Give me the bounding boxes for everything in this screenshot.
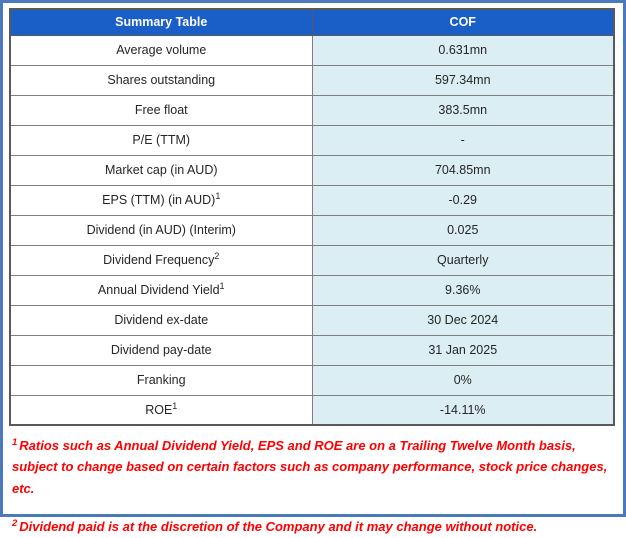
table-row: EPS (TTM) (in AUD)1 -0.29 bbox=[9, 184, 615, 216]
header-ticker: COF bbox=[311, 8, 615, 36]
metric-label: Free float bbox=[9, 94, 313, 126]
footnote-ref: 1 bbox=[219, 280, 225, 291]
footnote-text: 2 Dividend paid is at the discretion of t… bbox=[12, 517, 538, 535]
summary-table: Summary Table COF Average volume 0.631mn S… bbox=[9, 8, 615, 426]
metric-label: Average volume bbox=[9, 34, 313, 66]
metric-label: Annual Dividend Yield1 bbox=[9, 274, 313, 306]
table-row: Shares outstanding 597.34mn bbox=[9, 64, 615, 96]
metric-value: 0.025 bbox=[311, 214, 615, 246]
footnote-text: 1 Ratios such as Annual Dividend Yield, E… bbox=[12, 436, 608, 496]
table-row: ROE1 -14.11% bbox=[9, 394, 615, 426]
table-row: P/E (TTM) - bbox=[9, 124, 615, 156]
metric-label: ROE1 bbox=[9, 394, 313, 426]
footnote-ref: 2 bbox=[214, 250, 220, 261]
metric-label: EPS (TTM) (in AUD)1 bbox=[9, 184, 313, 216]
table-row: Franking 0% bbox=[9, 364, 615, 396]
table-row: Dividend pay-date 31 Jan 2025 bbox=[9, 334, 615, 366]
metric-value: 31 Jan 2025 bbox=[311, 334, 615, 366]
metric-label: Franking bbox=[9, 364, 313, 396]
metric-label: Dividend Frequency2 bbox=[9, 244, 313, 276]
footnotes: 1 Ratios such as Annual Dividend Yield, E… bbox=[9, 435, 617, 538]
metric-value: -0.29 bbox=[311, 184, 615, 216]
metric-value: 9.36% bbox=[311, 274, 615, 306]
metric-label: Shares outstanding bbox=[9, 64, 313, 96]
metric-value: 704.85mn bbox=[311, 154, 615, 186]
table-row: Dividend ex-date 30 Dec 2024 bbox=[9, 304, 615, 336]
metric-value: 0.631mn bbox=[311, 34, 615, 66]
metric-label: Market cap (in AUD) bbox=[9, 154, 313, 186]
metric-label: P/E (TTM) bbox=[9, 124, 313, 156]
footnote-marker: 2 bbox=[12, 517, 18, 529]
footnote-ref: 1 bbox=[215, 190, 221, 201]
table-row: Dividend Frequency2 Quarterly bbox=[9, 244, 615, 276]
header-summary-table: Summary Table bbox=[9, 8, 313, 36]
footnote-ref: 1 bbox=[172, 400, 178, 411]
summary-table-body: Average volume 0.631mn Shares outstanding 5… bbox=[9, 34, 615, 426]
metric-label: Dividend pay-date bbox=[9, 334, 313, 366]
table-row: Free float 383.5mn bbox=[9, 94, 615, 126]
metric-value: -14.11% bbox=[311, 394, 615, 426]
table-row: Dividend (in AUD) (Interim) 0.025 bbox=[9, 214, 615, 246]
metric-value: 597.34mn bbox=[311, 64, 615, 96]
metric-value: Quarterly bbox=[311, 244, 615, 276]
table-header-row: Summary Table COF bbox=[9, 8, 615, 36]
metric-value: - bbox=[311, 124, 615, 156]
metric-value: 0% bbox=[311, 364, 615, 396]
table-row: Annual Dividend Yield1 9.36% bbox=[9, 274, 615, 306]
table-row: Market cap (in AUD) 704.85mn bbox=[9, 154, 615, 186]
footnote-marker: 1 bbox=[12, 436, 18, 448]
metric-label: Dividend (in AUD) (Interim) bbox=[9, 214, 313, 246]
metric-label: Dividend ex-date bbox=[9, 304, 313, 336]
metric-value: 383.5mn bbox=[311, 94, 615, 126]
table-row: Average volume 0.631mn bbox=[9, 34, 615, 66]
metric-value: 30 Dec 2024 bbox=[311, 304, 615, 336]
